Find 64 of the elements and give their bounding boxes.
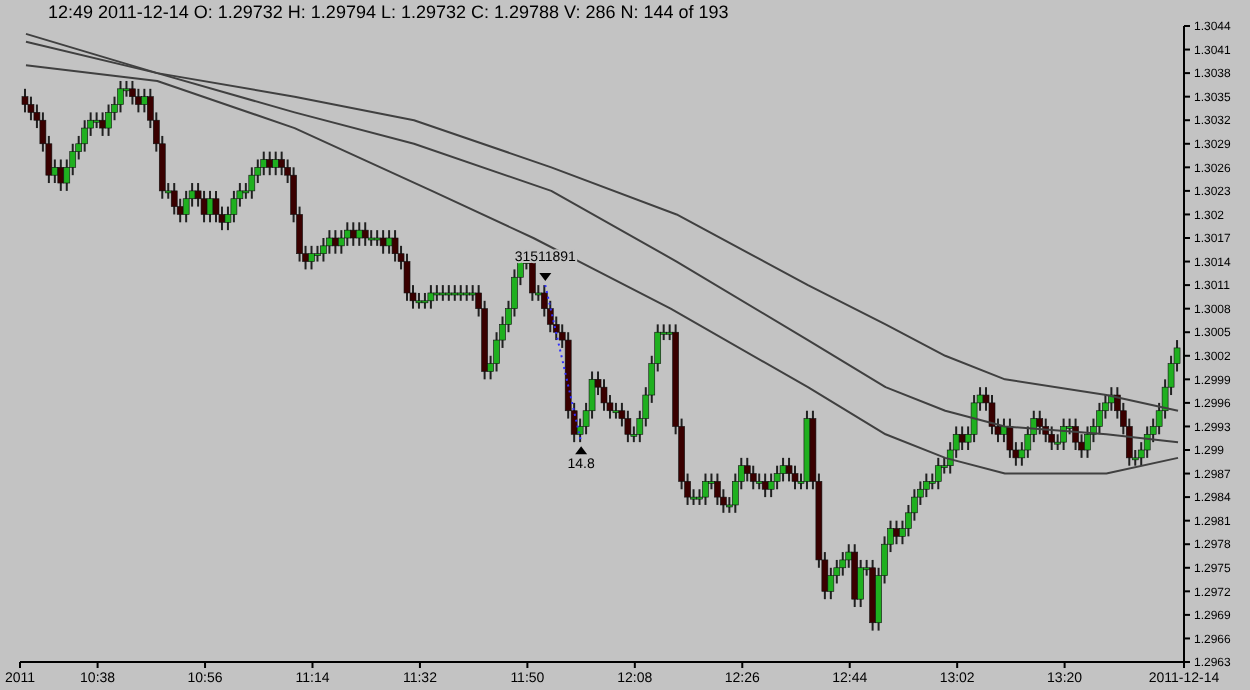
candlestick — [129, 79, 136, 106]
candlestick — [212, 189, 220, 224]
candlestick — [893, 519, 900, 546]
candlestick — [1060, 417, 1067, 451]
candlestick — [1096, 401, 1103, 436]
candlestick — [1006, 417, 1014, 459]
candlestick — [326, 229, 333, 255]
candlestick — [851, 543, 859, 609]
candlestick — [135, 87, 142, 114]
candlestick — [1084, 425, 1091, 459]
candlestick — [320, 237, 327, 263]
candlestick — [827, 566, 835, 601]
candlestick — [206, 189, 214, 224]
candlestick — [1143, 425, 1151, 459]
candlestick — [600, 378, 608, 412]
candlestick — [57, 158, 65, 192]
candlestick — [170, 182, 178, 216]
candlestick — [791, 464, 799, 491]
candlestick — [385, 229, 393, 255]
candlestick — [200, 189, 208, 224]
candlestick — [266, 150, 274, 177]
candlestick — [1072, 417, 1079, 451]
candlestick — [338, 229, 345, 255]
candlestick — [355, 221, 363, 247]
candlestick — [839, 551, 847, 577]
candlestick — [714, 472, 721, 506]
candlestick — [260, 150, 268, 177]
candlestick — [379, 229, 387, 255]
candlestick — [624, 409, 632, 444]
candlestick — [99, 111, 106, 137]
candlestick — [21, 87, 29, 114]
candlestick — [230, 189, 238, 224]
candlestick — [117, 79, 124, 114]
candlestick — [361, 221, 369, 247]
candlestick — [105, 103, 112, 137]
candlestick — [349, 221, 357, 247]
candlestick — [278, 150, 285, 177]
chart-title: 12:49 2011-12-14 O: 1.29732 H: 1.29794 L: 1.29732 C: 1.29788 V: 286 N: 144 of 193 — [48, 2, 729, 22]
candlestick — [702, 472, 709, 506]
candlestick — [403, 252, 411, 302]
candlestick — [344, 221, 351, 247]
candlestick — [81, 119, 88, 153]
candlestick — [988, 394, 996, 436]
candlestick — [1036, 409, 1044, 436]
candlestick — [391, 229, 399, 263]
candlestick — [308, 244, 315, 271]
candlestick — [923, 472, 930, 499]
candlestick — [857, 558, 864, 609]
candlestick — [970, 394, 978, 444]
candlestick — [743, 456, 751, 483]
candlestick — [427, 284, 435, 310]
candlestick — [141, 87, 148, 114]
candlestick — [749, 464, 757, 491]
candlestick — [248, 166, 256, 200]
candlestick — [779, 456, 787, 483]
candlestick — [934, 456, 942, 491]
candlestick — [785, 456, 793, 483]
candlestick — [767, 472, 775, 499]
candlestick — [272, 150, 279, 177]
candlestick — [27, 95, 35, 122]
candlestick — [1048, 425, 1055, 451]
candlestick — [773, 464, 781, 491]
candlestick — [182, 189, 190, 224]
candlestick — [332, 229, 339, 255]
